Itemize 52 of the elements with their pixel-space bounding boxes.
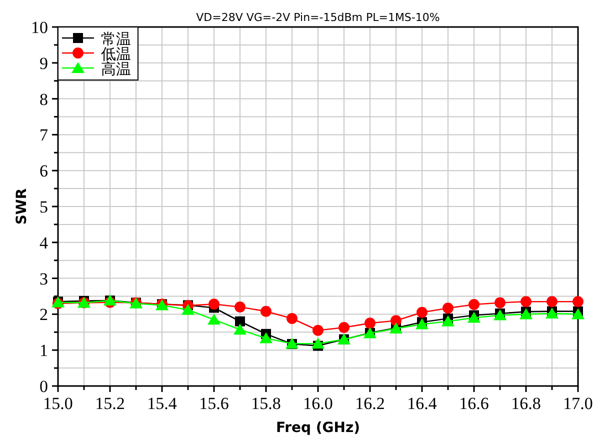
x-tick-label: 16.2 xyxy=(355,394,385,413)
point xyxy=(572,308,584,320)
point xyxy=(338,322,350,333)
point xyxy=(234,324,246,335)
y-tick-label: 8 xyxy=(40,90,48,109)
point xyxy=(520,296,532,308)
point xyxy=(364,318,376,329)
point xyxy=(468,299,480,310)
legend-label: 高温 xyxy=(101,60,131,78)
point xyxy=(468,312,480,323)
x-tick-label: 15.6 xyxy=(199,394,229,413)
y-tick-label: 7 xyxy=(40,126,48,145)
y-tick-label: 1 xyxy=(40,341,48,360)
y-tick-label: 10 xyxy=(31,18,48,37)
chart-title: VD=28V VG=-2V Pin=-15dBm PL=1MS-10% xyxy=(196,11,440,24)
point xyxy=(208,298,220,310)
point xyxy=(260,332,272,344)
y-tick-label: 2 xyxy=(40,305,48,324)
y-tick-label: 6 xyxy=(40,162,48,181)
point xyxy=(260,306,272,317)
x-tick-label: 15.8 xyxy=(251,394,281,413)
x-tick-label: 16.4 xyxy=(407,394,438,413)
point xyxy=(234,302,246,313)
point xyxy=(442,315,454,326)
point xyxy=(286,313,298,324)
point xyxy=(520,308,532,320)
point xyxy=(312,338,324,349)
y-axis-title: SWR xyxy=(14,188,30,225)
x-axis-title: Freq (GHz) xyxy=(276,420,360,436)
point xyxy=(494,297,506,308)
y-tick-label: 9 xyxy=(40,54,48,73)
y-tick-label: 3 xyxy=(40,269,48,288)
x-tick-label: 15.2 xyxy=(95,394,125,413)
point xyxy=(546,296,558,308)
point xyxy=(572,296,584,308)
y-tick-label: 5 xyxy=(40,198,48,216)
point xyxy=(208,314,220,325)
x-tick-label: 15.0 xyxy=(43,394,73,413)
x-tick-label: 16.8 xyxy=(511,394,541,413)
x-tick-label: 15.4 xyxy=(147,394,178,413)
y-tick-label: 0 xyxy=(40,377,48,396)
point xyxy=(390,315,402,326)
point xyxy=(235,316,245,326)
point xyxy=(182,304,194,315)
x-tick-label: 17.0 xyxy=(563,394,593,413)
point xyxy=(416,306,428,318)
x-tick-label: 16.6 xyxy=(459,394,489,413)
legend-label: 常温 xyxy=(101,30,131,48)
point xyxy=(312,324,324,336)
y-tick-label: 4 xyxy=(40,233,48,252)
point xyxy=(442,302,454,314)
x-tick-label: 16.0 xyxy=(303,394,333,413)
